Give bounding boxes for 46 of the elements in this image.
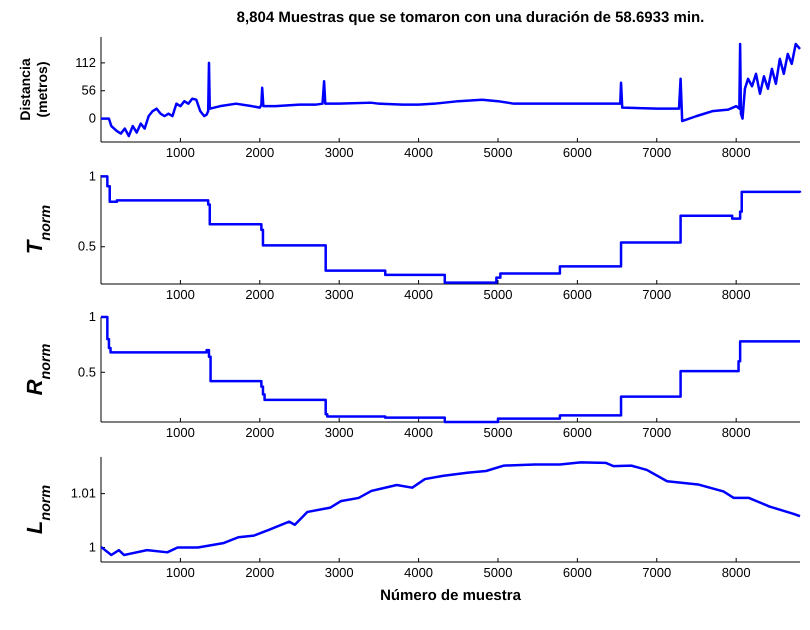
x-tick-label: 3000 [324, 145, 354, 160]
y-tick-label: 112 [75, 54, 96, 70]
x-tick-label: 1000 [166, 565, 195, 580]
y-tick-label: 0 [88, 110, 96, 126]
y-tick-label: 0.5 [78, 364, 96, 380]
x-tick-label: 2000 [245, 425, 274, 440]
x-tick-label: 2000 [245, 565, 274, 580]
y-tick-label: 1 [88, 309, 96, 324]
x-tick-label: 4000 [404, 565, 434, 580]
x-tick-label: 2000 [245, 287, 274, 302]
line-series [100, 42, 802, 138]
x-tick-label: 8000 [722, 425, 751, 440]
x-tick-label: 5000 [484, 145, 512, 160]
y-tick-label: 1.01 [70, 486, 96, 501]
x-tick-label: 7000 [642, 425, 672, 440]
x-tick-label: 8000 [722, 145, 751, 160]
x-tick-label: 6000 [562, 565, 592, 580]
x-tick-label: 8000 [722, 287, 751, 302]
x-tick-label: 4000 [404, 287, 434, 302]
x-tick-label: 6000 [562, 425, 592, 440]
x-tick-label: 5000 [484, 287, 512, 302]
x-tick-label: 5000 [484, 425, 512, 440]
x-tick-label: 8000 [722, 565, 751, 580]
x-axis-title: Número de muestra [380, 587, 522, 604]
x-tick-label: 3000 [324, 425, 354, 440]
line-series [100, 461, 802, 556]
x-tick-label: 4000 [404, 145, 434, 160]
x-tick-label: 7000 [642, 287, 672, 302]
y-tick-label: 56 [82, 82, 96, 98]
x-tick-label: 1000 [166, 425, 195, 440]
x-tick-label: 7000 [642, 565, 672, 580]
x-tick-label: 3000 [324, 565, 354, 580]
x-tick-label: 6000 [562, 287, 592, 302]
x-tick-label: 1000 [166, 287, 195, 302]
chart-title: 8,804 Muestras que se tomaron con una duración de 58.6933 min. [236, 9, 704, 26]
y-tick-label: 1 [88, 168, 96, 184]
x-tick-label: 7000 [642, 145, 672, 160]
y-tick-label: 1 [88, 539, 96, 554]
y-axis-title: Distancia (metros) [17, 58, 50, 121]
y-tick-label: 0.5 [78, 238, 96, 254]
x-tick-label: 5000 [484, 565, 512, 580]
x-tick-label: 6000 [562, 145, 592, 160]
x-tick-label: 3000 [324, 287, 354, 302]
x-tick-label: 1000 [166, 145, 195, 160]
x-tick-label: 2000 [245, 145, 274, 160]
x-tick-label: 4000 [404, 425, 434, 440]
